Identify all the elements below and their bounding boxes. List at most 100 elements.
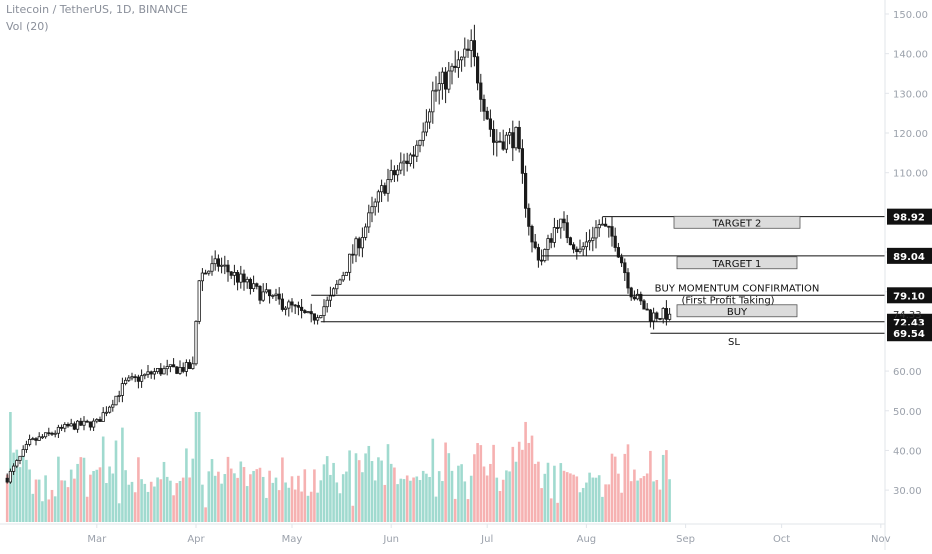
candle-body (56, 426, 61, 434)
volume-bar (165, 476, 169, 522)
volume-layer (5, 412, 671, 522)
candle-body (482, 98, 486, 112)
price-tick-label: 140.00 (893, 50, 928, 61)
target1-box (676, 256, 798, 270)
candle-body (648, 309, 653, 322)
volume-bar (540, 488, 543, 522)
volume-bar (348, 450, 351, 522)
candle-body (79, 420, 83, 426)
candle-body (133, 376, 137, 379)
candle-body (315, 317, 320, 321)
time-tick-label: Nov (871, 534, 891, 545)
volume-bar (460, 464, 463, 522)
candle-body (159, 368, 163, 375)
volume-bar (409, 480, 412, 522)
volume-bar (597, 475, 601, 522)
candle-body (607, 225, 611, 228)
volume-bar (34, 479, 38, 522)
volume-bar (210, 459, 214, 522)
candle-body (319, 315, 323, 319)
candle-body (472, 40, 477, 58)
volume-bar (175, 483, 179, 522)
candle-body (322, 306, 326, 316)
candle-body (203, 272, 208, 275)
candle-body (469, 40, 473, 51)
volume-bar (322, 464, 326, 522)
volume-bar (610, 453, 614, 522)
volume-bar (201, 484, 204, 522)
price-tick-label: 60.00 (893, 367, 922, 378)
level-price-tag (887, 325, 932, 342)
volume-bar (386, 444, 390, 522)
candle-body (504, 134, 509, 150)
momentum-label: BUY MOMENTUM CONFIRMATION (655, 283, 820, 294)
level-price-label: 98.92 (893, 213, 925, 224)
volume-bar (140, 479, 143, 522)
candle-body (386, 179, 390, 194)
candle-body (271, 295, 275, 297)
target2-label: TARGET 2 (712, 218, 762, 229)
level-price-label: 89.04 (893, 252, 925, 263)
volume-bar (383, 484, 387, 522)
time-tick-label: Jul (480, 534, 493, 545)
volume-bar (133, 492, 137, 522)
candle-body (299, 306, 304, 311)
volume-bar (492, 444, 495, 522)
volume-bar (636, 480, 639, 522)
volume-bar (572, 474, 575, 522)
volume-bar (527, 442, 531, 522)
volume-bar (578, 492, 582, 522)
volume-bar (665, 450, 668, 522)
volume-bar (351, 505, 355, 522)
volume-bar (639, 478, 643, 522)
candle-body (450, 65, 454, 72)
candle-body (431, 90, 435, 113)
volume-bar (415, 476, 419, 522)
volume-bar (396, 484, 399, 522)
candle-body (232, 272, 236, 276)
candle-body (255, 283, 259, 287)
sl-label: SL (728, 337, 740, 348)
candle-body (242, 273, 246, 283)
candle-body (568, 237, 573, 246)
candle-body (463, 48, 467, 58)
candle-body (514, 126, 518, 149)
candle-body (184, 362, 188, 372)
candle-body (85, 420, 89, 423)
volume-bar (223, 474, 227, 522)
candle-body (434, 89, 438, 92)
candle-body (40, 436, 45, 439)
candle-body (338, 279, 342, 285)
volume-bar (252, 470, 255, 522)
volume-bar (18, 467, 22, 522)
candle-body (18, 455, 22, 461)
candle-body (213, 258, 217, 265)
volume-bar (473, 454, 476, 522)
candle-body (335, 283, 339, 290)
candle-body (459, 56, 464, 61)
candle-body (155, 368, 160, 373)
candle-body (11, 465, 16, 472)
price-tick-label: 50.00 (893, 407, 922, 418)
volume-bar (367, 445, 371, 522)
candle-body (261, 291, 265, 301)
candle-body (533, 241, 537, 248)
candle-body (175, 366, 179, 374)
volume-bar (649, 450, 652, 522)
candle-body (629, 287, 633, 298)
volume-bar (437, 471, 441, 522)
target1-label: TARGET 1 (712, 259, 762, 270)
volume-bar (92, 470, 95, 522)
candle-body (287, 301, 291, 309)
volume-bar (297, 475, 300, 522)
candle-body (124, 379, 128, 384)
volume-bar (117, 503, 121, 522)
volume-bar (105, 483, 108, 522)
candle-body (24, 443, 29, 450)
volume-bar (66, 487, 70, 522)
candle-body (597, 224, 601, 229)
volume-bar (50, 489, 54, 522)
volume-bar (425, 473, 428, 522)
volume-bar (335, 482, 339, 522)
